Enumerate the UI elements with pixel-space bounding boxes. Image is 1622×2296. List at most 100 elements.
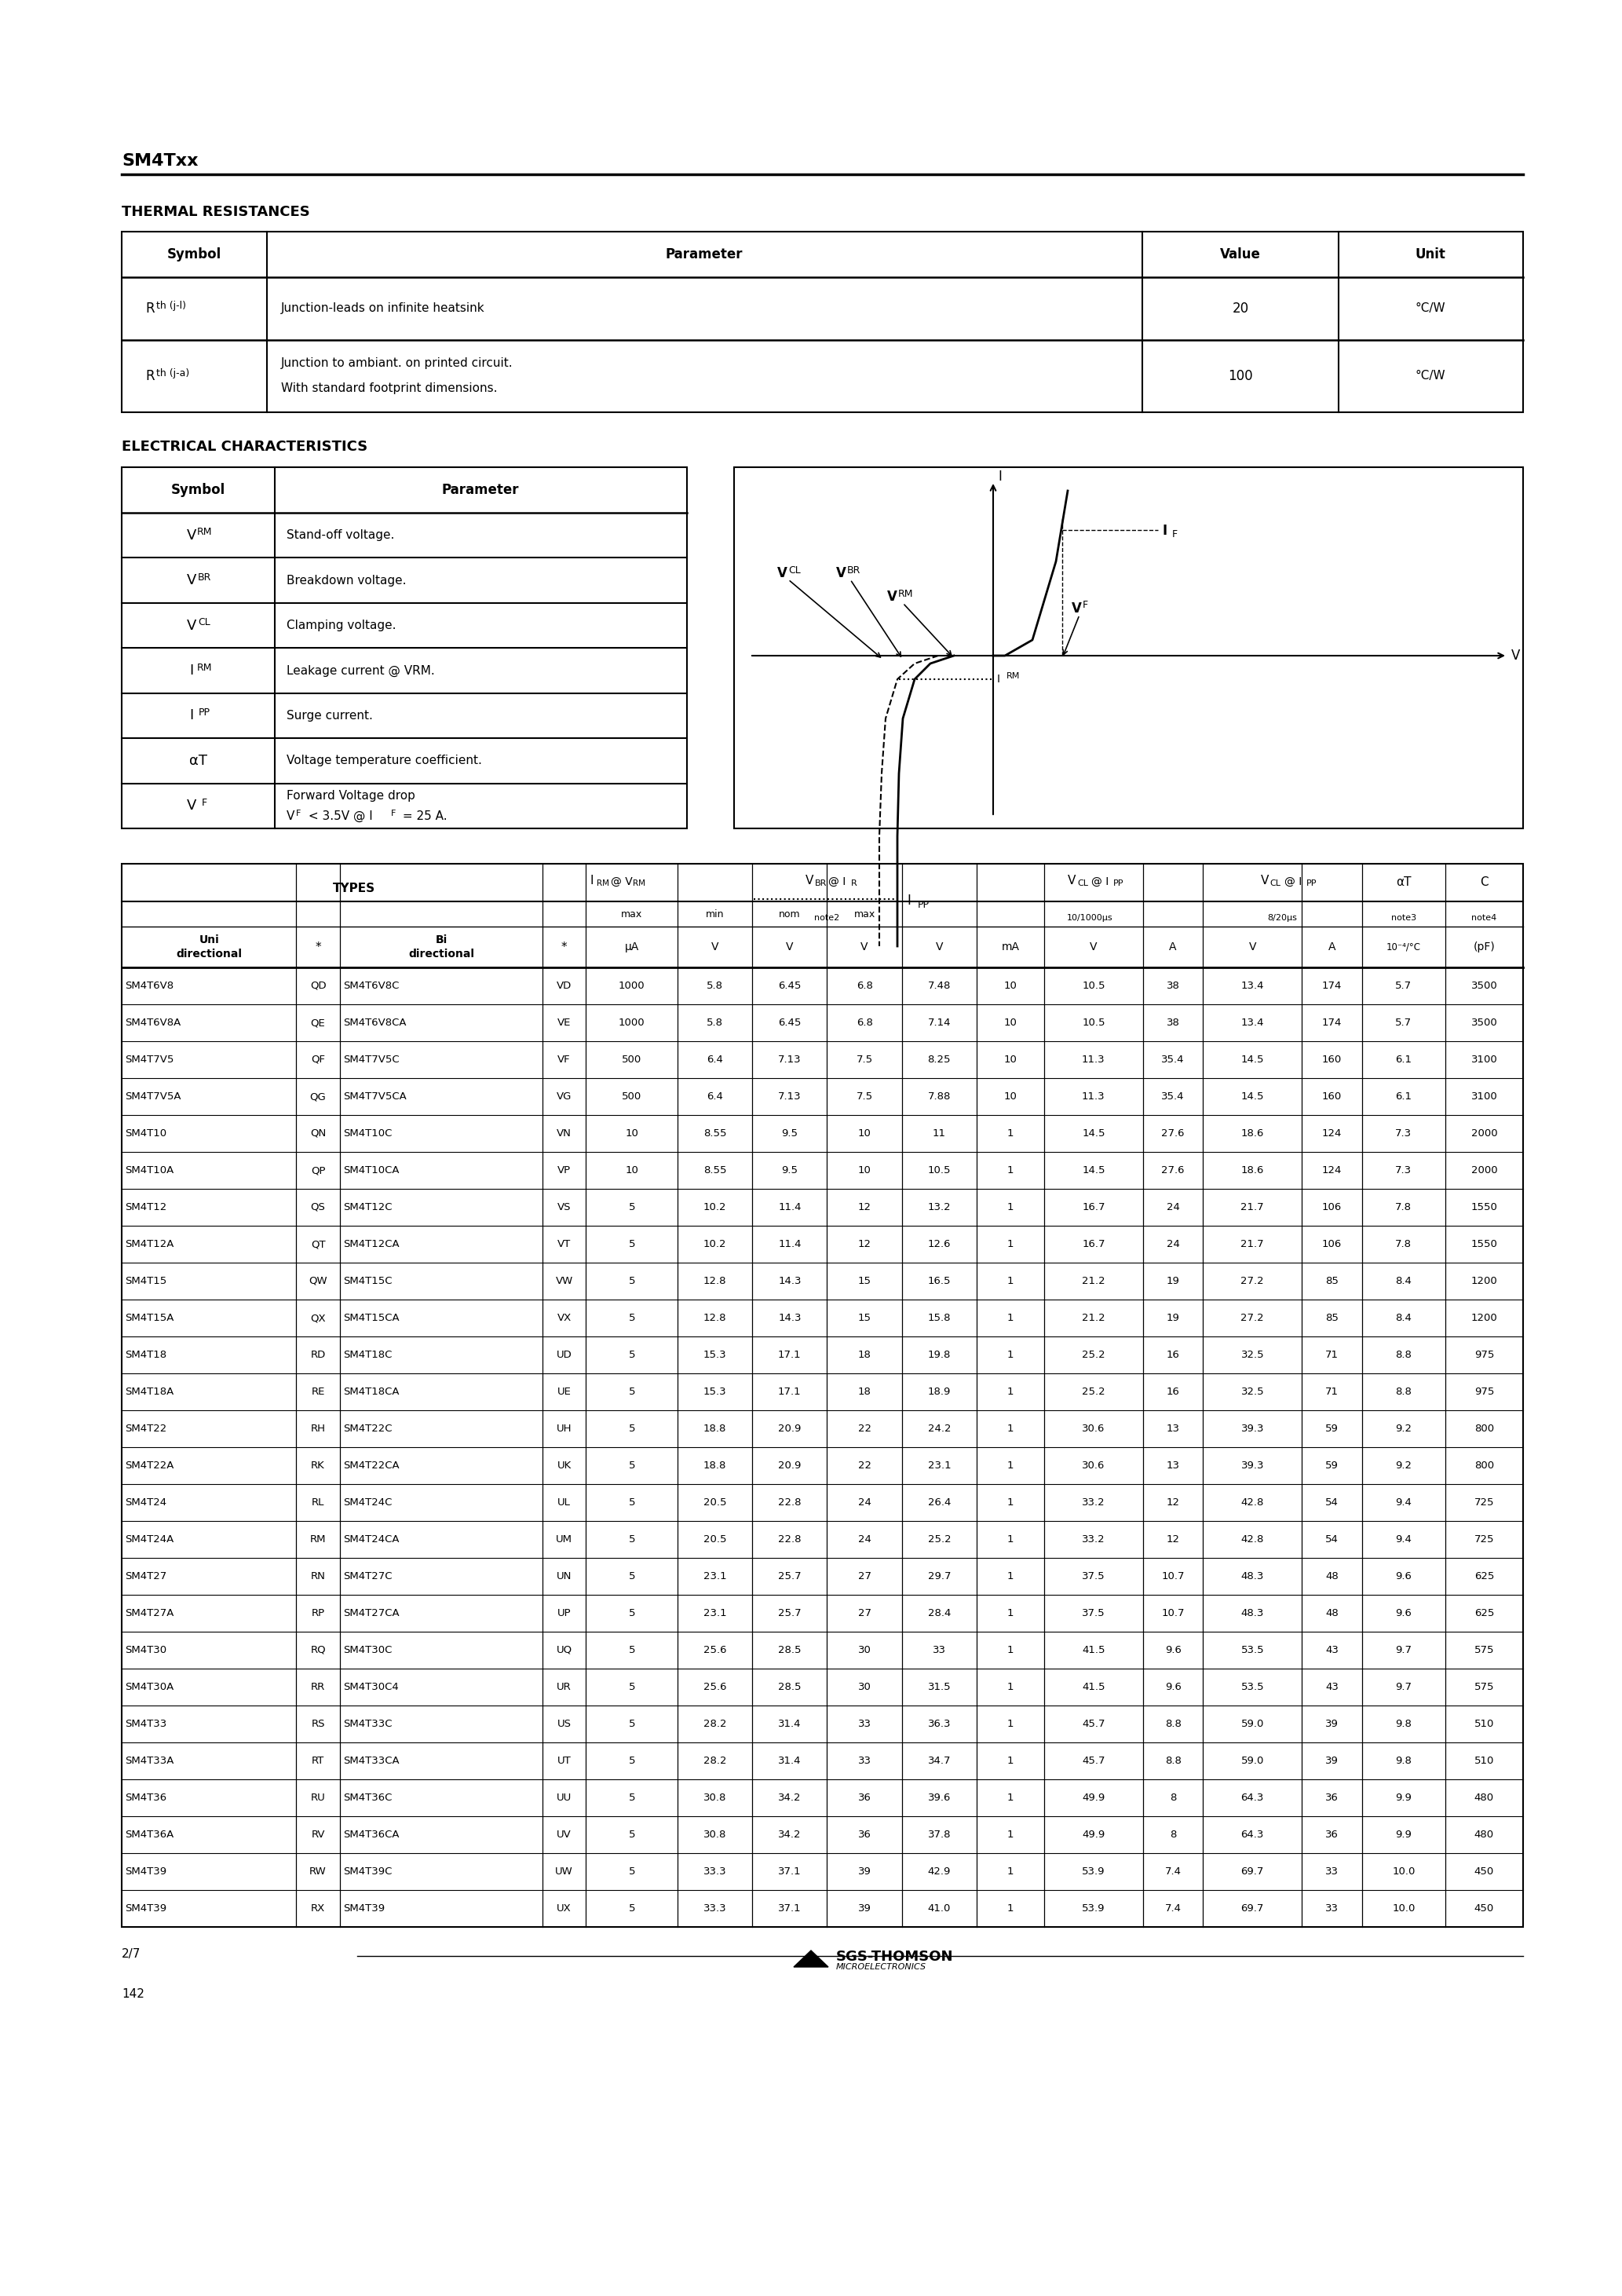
Text: QP: QP xyxy=(311,1166,326,1176)
Text: 30.6: 30.6 xyxy=(1082,1460,1105,1472)
Text: SM4T6V8C: SM4T6V8C xyxy=(342,980,399,992)
Text: αT: αT xyxy=(188,753,208,767)
Text: I: I xyxy=(998,673,1001,684)
Text: 8: 8 xyxy=(1169,1793,1176,1802)
Text: 48.3: 48.3 xyxy=(1241,1607,1264,1619)
Text: 3500: 3500 xyxy=(1471,1017,1497,1029)
Text: 15.3: 15.3 xyxy=(704,1387,727,1396)
Text: QD: QD xyxy=(310,980,326,992)
Text: SM4T18A: SM4T18A xyxy=(125,1387,174,1396)
Text: UK: UK xyxy=(556,1460,571,1472)
Text: 23.1: 23.1 xyxy=(704,1570,727,1582)
Text: SM4T10C: SM4T10C xyxy=(342,1127,393,1139)
Text: SM4T30: SM4T30 xyxy=(125,1644,167,1655)
Text: 3500: 3500 xyxy=(1471,980,1497,992)
Text: 27.2: 27.2 xyxy=(1241,1277,1264,1286)
Text: SM4T24C: SM4T24C xyxy=(342,1497,393,1508)
Text: QW: QW xyxy=(308,1277,328,1286)
Text: 1: 1 xyxy=(1007,1166,1014,1176)
Text: note2: note2 xyxy=(814,914,840,923)
Text: R: R xyxy=(850,879,856,886)
Text: 10: 10 xyxy=(1004,1017,1017,1029)
Text: 7.4: 7.4 xyxy=(1165,1903,1181,1913)
Text: 54: 54 xyxy=(1325,1534,1338,1545)
Text: SM4T12C: SM4T12C xyxy=(342,1203,393,1212)
Text: 28.5: 28.5 xyxy=(779,1644,801,1655)
Text: 41.5: 41.5 xyxy=(1082,1644,1105,1655)
Text: 450: 450 xyxy=(1474,1903,1494,1913)
Text: 18: 18 xyxy=(858,1350,871,1359)
Text: 36: 36 xyxy=(858,1793,871,1802)
Text: 43: 43 xyxy=(1325,1683,1338,1692)
Text: 37.1: 37.1 xyxy=(779,1903,801,1913)
Text: 33.2: 33.2 xyxy=(1082,1497,1105,1508)
Bar xyxy=(122,232,1523,413)
Text: 10: 10 xyxy=(1004,1091,1017,1102)
Text: SM4T15C: SM4T15C xyxy=(342,1277,393,1286)
Text: 12.6: 12.6 xyxy=(928,1240,950,1249)
Text: 30: 30 xyxy=(858,1644,871,1655)
Text: F: F xyxy=(1082,599,1088,611)
Text: °C/W: °C/W xyxy=(1416,303,1445,315)
Text: 8.8: 8.8 xyxy=(1165,1756,1181,1766)
Text: 35.4: 35.4 xyxy=(1161,1091,1184,1102)
Text: SM4T6V8CA: SM4T6V8CA xyxy=(342,1017,406,1029)
Text: 13: 13 xyxy=(1166,1460,1179,1472)
Text: 106: 106 xyxy=(1322,1203,1341,1212)
Text: QE: QE xyxy=(311,1017,326,1029)
Text: 6.45: 6.45 xyxy=(779,980,801,992)
Text: 625: 625 xyxy=(1474,1570,1494,1582)
Text: SM4T22A: SM4T22A xyxy=(125,1460,174,1472)
Text: 49.9: 49.9 xyxy=(1082,1830,1105,1839)
Text: SM4T36C: SM4T36C xyxy=(342,1793,393,1802)
Text: 575: 575 xyxy=(1474,1644,1494,1655)
Text: 1: 1 xyxy=(1007,1607,1014,1619)
Text: Bi: Bi xyxy=(435,934,448,946)
Text: 8/20μs: 8/20μs xyxy=(1268,914,1298,923)
Text: 45.7: 45.7 xyxy=(1082,1720,1105,1729)
Text: 9.9: 9.9 xyxy=(1395,1830,1411,1839)
Text: 20.5: 20.5 xyxy=(704,1534,727,1545)
Text: Uni: Uni xyxy=(200,934,219,946)
Text: 7.4: 7.4 xyxy=(1165,1867,1181,1876)
Text: 5: 5 xyxy=(628,1756,636,1766)
Text: 32.5: 32.5 xyxy=(1241,1387,1264,1396)
Text: QN: QN xyxy=(310,1127,326,1139)
Text: 33.3: 33.3 xyxy=(704,1867,727,1876)
Text: 18.8: 18.8 xyxy=(704,1460,727,1472)
Text: 39.6: 39.6 xyxy=(928,1793,950,1802)
Text: 20: 20 xyxy=(1233,301,1249,315)
Text: RS: RS xyxy=(311,1720,324,1729)
Text: 17.1: 17.1 xyxy=(779,1387,801,1396)
Text: 9.6: 9.6 xyxy=(1165,1683,1181,1692)
Text: 1: 1 xyxy=(1007,1683,1014,1692)
Text: 1: 1 xyxy=(1007,1127,1014,1139)
Text: 21.7: 21.7 xyxy=(1241,1203,1264,1212)
Text: RE: RE xyxy=(311,1387,324,1396)
Text: 38: 38 xyxy=(1166,980,1179,992)
Text: RD: RD xyxy=(310,1350,326,1359)
Text: US: US xyxy=(558,1720,571,1729)
Text: F: F xyxy=(1173,530,1178,540)
Text: 18: 18 xyxy=(858,1387,871,1396)
Text: *: * xyxy=(315,941,321,953)
Text: 8.8: 8.8 xyxy=(1395,1387,1411,1396)
Text: 24: 24 xyxy=(1166,1203,1179,1212)
Text: SM4T22C: SM4T22C xyxy=(342,1424,393,1433)
Text: 53.5: 53.5 xyxy=(1241,1683,1264,1692)
Text: PP: PP xyxy=(1306,879,1317,886)
Text: SM4T10A: SM4T10A xyxy=(125,1166,174,1176)
Text: αT: αT xyxy=(1397,877,1411,889)
Text: 3100: 3100 xyxy=(1471,1091,1497,1102)
Text: 25.6: 25.6 xyxy=(704,1644,727,1655)
Text: RM: RM xyxy=(310,1534,326,1545)
Text: SM4T18C: SM4T18C xyxy=(342,1350,393,1359)
Text: V: V xyxy=(1072,602,1082,615)
Text: 23.1: 23.1 xyxy=(704,1607,727,1619)
Text: V: V xyxy=(936,941,942,953)
Text: 10/1000μs: 10/1000μs xyxy=(1067,914,1113,923)
Text: MICROELECTRONICS: MICROELECTRONICS xyxy=(835,1963,926,1970)
Text: 16: 16 xyxy=(1166,1350,1179,1359)
Text: VP: VP xyxy=(558,1166,571,1176)
Text: Parameter: Parameter xyxy=(441,482,519,496)
